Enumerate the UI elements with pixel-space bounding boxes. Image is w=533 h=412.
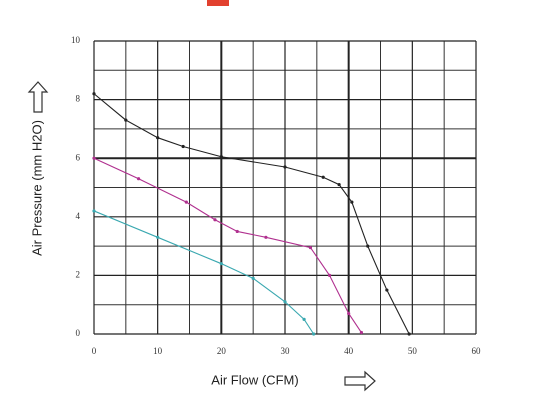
- point: [124, 118, 128, 122]
- x-tick-label: 20: [217, 346, 227, 356]
- y-tick-label: 0: [76, 328, 81, 338]
- point: [92, 156, 96, 160]
- point: [92, 92, 96, 96]
- point: [283, 165, 287, 169]
- point: [283, 300, 287, 304]
- x-tick-label: 30: [281, 346, 291, 356]
- point: [385, 288, 389, 292]
- x-arrow: [344, 370, 376, 392]
- y-tick-label: 8: [76, 94, 81, 104]
- y-tick-label: 2: [76, 269, 81, 279]
- point: [302, 317, 306, 321]
- point: [181, 144, 185, 149]
- point: [308, 245, 313, 250]
- point: [347, 311, 351, 316]
- line: [93, 210, 315, 335]
- point: [327, 273, 332, 277]
- point: [219, 155, 223, 159]
- x-axis-label: Air Flow (CFM): [211, 372, 298, 387]
- x-tick-label: 60: [472, 346, 482, 356]
- y-arrow: [27, 81, 49, 113]
- y-axis-label: Air Pressure (mm H2O): [29, 120, 44, 256]
- point: [366, 244, 370, 248]
- point: [312, 332, 316, 336]
- point: [156, 136, 160, 140]
- y-tick-label: 6: [76, 152, 81, 162]
- x-tick-label: 10: [153, 346, 163, 356]
- point: [337, 182, 341, 187]
- point: [350, 200, 354, 204]
- logo-mark: [207, 0, 229, 6]
- point: [321, 175, 325, 179]
- point: [359, 330, 363, 335]
- x-tick-label: 50: [408, 346, 418, 356]
- y-tick-label: 10: [71, 35, 81, 45]
- line: [93, 93, 410, 335]
- x-tick-label: 0: [92, 346, 97, 356]
- point: [136, 177, 141, 181]
- point: [235, 229, 239, 234]
- point: [407, 332, 411, 336]
- point: [213, 218, 217, 222]
- line: [93, 157, 362, 333]
- point: [156, 235, 160, 239]
- point: [92, 209, 96, 213]
- point: [251, 276, 255, 280]
- x-tick-label: 40: [344, 346, 354, 356]
- point: [264, 235, 268, 239]
- point: [184, 200, 188, 204]
- y-tick-label: 4: [76, 211, 81, 221]
- point: [219, 262, 223, 266]
